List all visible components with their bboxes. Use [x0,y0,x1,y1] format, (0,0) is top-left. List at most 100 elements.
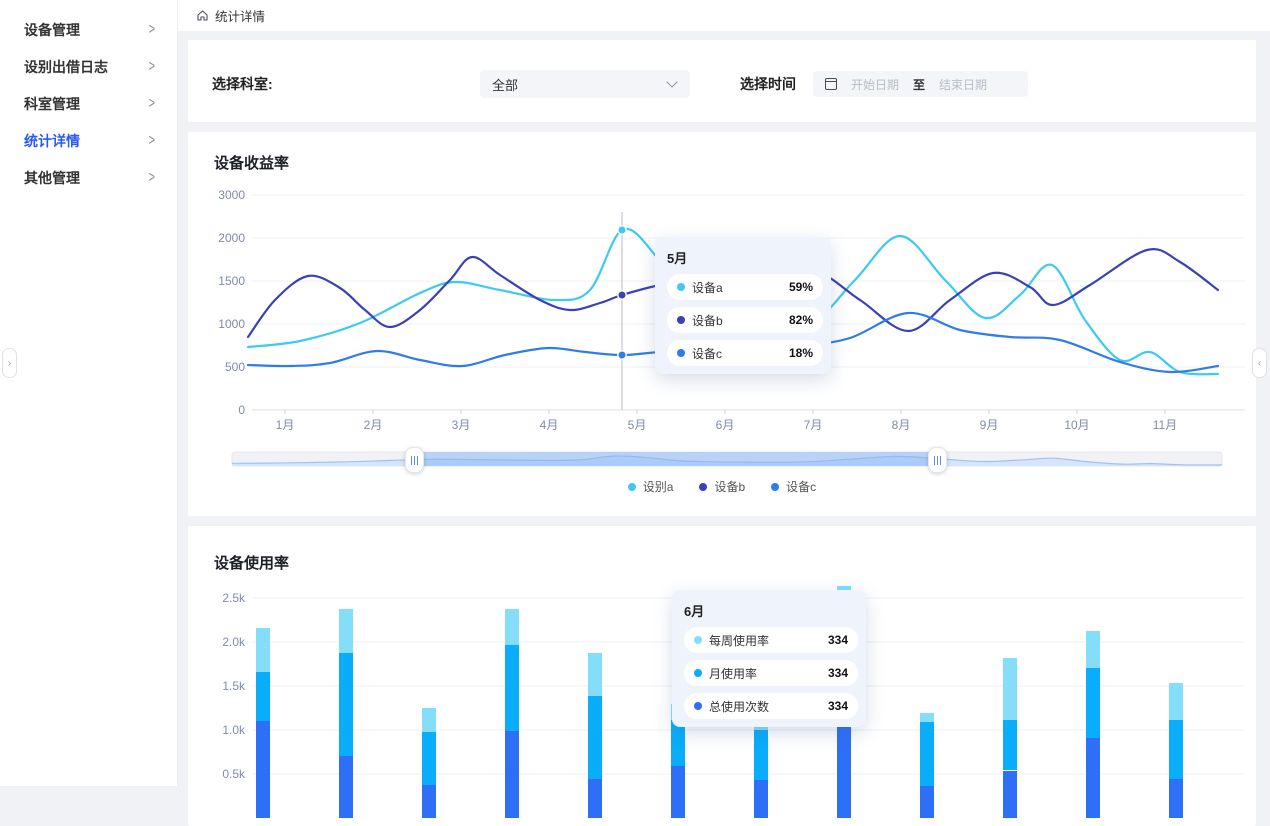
bar-segment-总使用次数[interactable] [920,786,934,818]
legend-item-b[interactable]: 设备b [699,478,745,495]
date-range-picker[interactable]: 开始日期 至 结束日期 [813,71,1028,97]
bar-segment-月使用率[interactable] [1086,667,1100,738]
home-icon [197,10,208,21]
tooltip-row-label: 每周使用率 [709,633,770,648]
x-axis-tick-label: 4月 [540,418,559,432]
bar-segment-每周使用率[interactable] [339,608,353,653]
chevron-right-icon: > [148,58,155,75]
bar-segment-每周使用率[interactable] [256,627,270,672]
x-axis-tick-label: 10月 [1064,418,1089,432]
tooltip-row-label: 总使用次数 [709,699,770,714]
tooltip-row: 设备a 59% [667,274,823,300]
date-range-separator: 至 [913,77,926,92]
revenue-chart-tooltip: 5月 设备a 59% 设备b 82% 设备c 18% [655,237,831,374]
bar-segment-月使用率[interactable] [256,671,270,722]
bar-segment-月使用率[interactable] [1003,720,1017,771]
tooltip-row-label: 设备c [692,346,723,361]
tooltip-row: 每周使用率 334 [684,627,858,653]
sidebar-item-device-management[interactable]: 设备管理 > [0,11,177,48]
x-axis-tick-label: 8月 [892,418,911,432]
start-date-placeholder: 开始日期 [851,77,900,92]
y-axis-tick-label: 1.5k [222,679,246,693]
bar-segment-每周使用率[interactable] [422,708,436,732]
bar-segment-总使用次数[interactable] [1086,737,1100,818]
chevron-right-icon: > [148,95,155,112]
x-axis-tick-label: 6月 [716,418,735,432]
legend-item-c[interactable]: 设备c [771,478,816,495]
bar-segment-总使用次数[interactable] [256,721,270,818]
y-axis-tick-label: 2.5k [222,591,246,605]
chart-legend: 设别a 设备b 设备c [188,478,1256,495]
tooltip-row: 月使用率 334 [684,660,858,686]
y-axis-tick-label: 1.0k [222,723,246,737]
bar-segment-月使用率[interactable] [671,720,685,767]
bar-segment-月使用率[interactable] [1169,719,1183,780]
bar-segment-总使用次数[interactable] [505,730,519,818]
bar-segment-月使用率[interactable] [339,652,353,757]
usage-chart-tooltip: 6月 每周使用率 334 月使用率 334 总使用次数 334 [672,590,866,727]
department-select-value: 全部 [492,77,519,93]
y-axis-tick-label: 1500 [218,274,245,288]
datazoom-left-handle[interactable] [405,447,424,473]
datazoom-brush[interactable] [231,451,1223,467]
sidebar: 设备管理 > 设别出借日志 > 科室管理 > 统计详情 > 其他管理 > [0,0,178,786]
hover-dot-icon [617,290,627,300]
legend-dot-icon [627,482,636,491]
line-series-设备b [246,248,1220,339]
x-axis-tick-label: 9月 [980,418,999,432]
sidebar-item-other-management[interactable]: 其他管理 > [0,159,177,196]
bar-segment-月使用率[interactable] [588,695,602,780]
bar-segment-每周使用率[interactable] [1086,630,1100,668]
chevron-right-icon: > [148,132,155,149]
chevron-right-icon: > [148,169,155,186]
legend-dot-icon [699,482,708,491]
bar-segment-月使用率[interactable] [754,730,768,781]
bar-segment-总使用次数[interactable] [339,756,353,818]
sidebar-item-label: 统计详情 [24,132,80,149]
bar-segment-月使用率[interactable] [505,644,519,731]
tooltip-row: 设备b 82% [667,307,823,333]
weekly-usage-dot-icon [694,636,702,644]
legend-label: 设备c [786,480,817,494]
bar-segment-每周使用率[interactable] [588,653,602,696]
y-axis-tick-label: 2000 [218,231,245,245]
tooltip-row-label: 设备a [692,280,723,295]
bar-segment-总使用次数[interactable] [588,779,602,818]
chevron-down-icon [666,76,678,88]
bar-segment-月使用率[interactable] [422,731,436,786]
time-filter-label: 选择时间 [740,76,796,92]
bar-segment-总使用次数[interactable] [671,766,685,818]
tooltip-row-value: 82% [788,313,813,327]
series-b-dot-icon [677,316,685,324]
usage-chart-title: 设备使用率 [214,555,290,572]
expand-left-panel-button[interactable]: › [2,348,17,378]
sidebar-item-lending-log[interactable]: 设别出借日志 > [0,48,177,85]
tooltip-row-label: 设备b [692,313,723,328]
bar-segment-每周使用率[interactable] [505,608,519,645]
bar-segment-总使用次数[interactable] [422,785,436,818]
legend-item-a[interactable]: 设别a [627,478,673,495]
datazoom-right-handle[interactable] [928,447,947,473]
breadcrumb-label: 统计详情 [215,10,266,24]
y-axis-tick-label: 0.5k [222,767,246,781]
bar-segment-总使用次数[interactable] [837,720,851,818]
tooltip-month: 6月 [684,604,705,619]
bar-segment-总使用次数[interactable] [1169,779,1183,818]
bar-segment-每周使用率[interactable] [1003,657,1017,721]
revenue-line-chart[interactable]: 0 500 1000 1500 2000 3000 1月 2月 3月 4月 5月 6月 7月 8月 9月 10… [188,132,1256,516]
bar-segment-总使用次数[interactable] [1003,770,1017,818]
hover-dot-icon [617,225,627,235]
monthly-usage-dot-icon [694,669,702,677]
bar-segment-每周使用率[interactable] [1169,682,1183,720]
series-c-dot-icon [677,349,685,357]
bar-segment-每周使用率[interactable] [920,713,934,723]
breadcrumb[interactable]: 统计详情 [196,6,265,25]
tooltip-row: 总使用次数 334 [684,693,858,719]
sidebar-item-statistics-detail[interactable]: 统计详情 > [0,122,177,159]
collapse-right-panel-button[interactable]: ‹ [1252,348,1267,378]
department-select[interactable]: 全部 [480,70,690,98]
bar-segment-月使用率[interactable] [920,722,934,787]
sidebar-item-department-management[interactable]: 科室管理 > [0,85,177,122]
breadcrumb-bar: 统计详情 [178,0,1270,31]
sidebar-item-label: 设别出借日志 [24,58,108,75]
